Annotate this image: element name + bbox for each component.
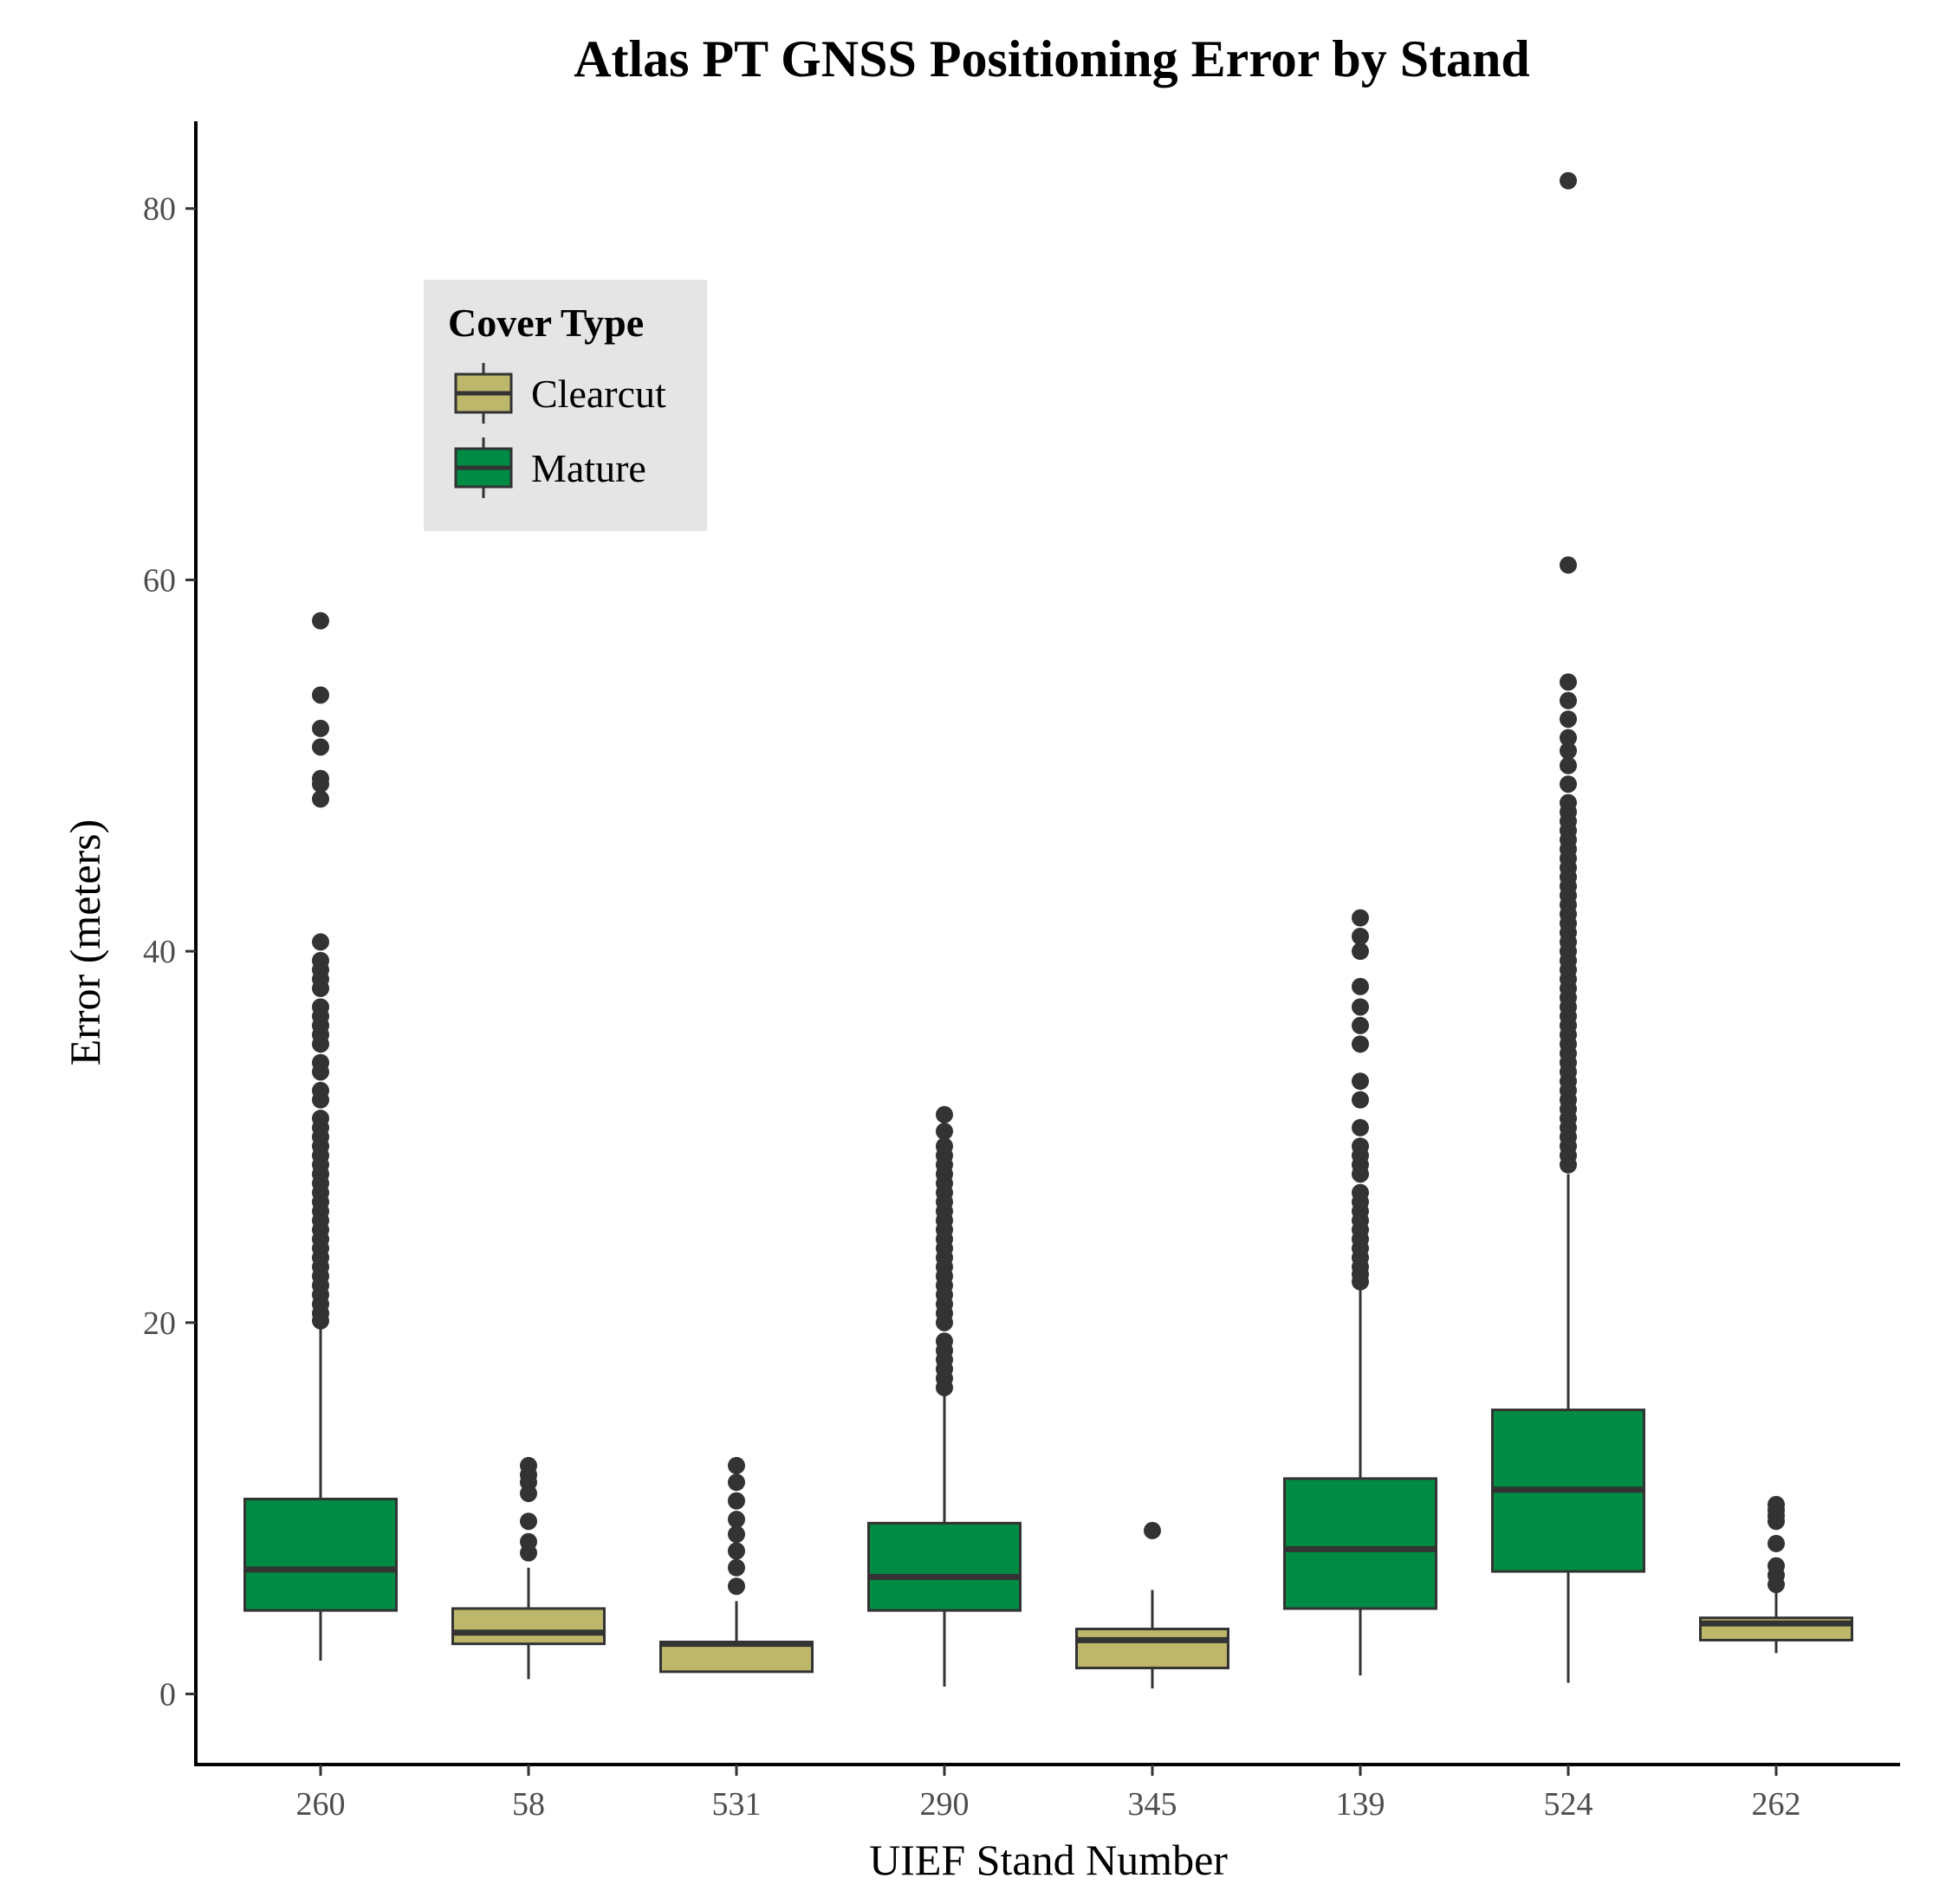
y-tick-label: 40 — [143, 934, 176, 970]
x-tick-label: 524 — [1544, 1786, 1593, 1823]
outlier-point — [936, 1105, 953, 1124]
outlier-point — [1560, 775, 1577, 793]
outlier-point — [312, 933, 329, 951]
outlier-point — [1768, 1534, 1785, 1552]
outlier-point — [520, 1456, 537, 1474]
outlier-point — [312, 998, 329, 1016]
outlier-point — [1352, 998, 1369, 1016]
outlier-point — [1560, 710, 1577, 729]
outlier-point — [1560, 172, 1577, 190]
box-iqr — [451, 1607, 606, 1646]
box-group-524 — [1491, 172, 1645, 1683]
outlier-point — [1352, 1118, 1369, 1137]
outlier-point — [1352, 927, 1369, 945]
outlier-point — [936, 1123, 953, 1141]
box-iqr — [1075, 1628, 1229, 1670]
outlier-point — [312, 1053, 329, 1072]
x-tick-label: 262 — [1752, 1786, 1801, 1823]
y-axis-label: Error (meters) — [61, 819, 109, 1066]
legend-entry-label: Mature — [531, 446, 646, 490]
outlier-point — [520, 1532, 537, 1551]
outlier-point — [728, 1492, 745, 1510]
box-group-260 — [243, 612, 398, 1661]
outlier-point — [520, 1512, 537, 1531]
outlier-point — [1352, 1091, 1369, 1109]
outlier-point — [728, 1525, 745, 1544]
outlier-point — [1560, 691, 1577, 709]
outlier-point — [728, 1511, 745, 1529]
y-axis-ticks: 0 20 40 60 80 — [143, 191, 196, 1713]
y-tick-label: 80 — [143, 191, 176, 228]
outlier-point — [1352, 977, 1369, 995]
outlier-point — [728, 1542, 745, 1560]
outlier-point — [312, 612, 329, 630]
legend-title: Cover Type — [448, 301, 644, 345]
outlier-point — [1560, 742, 1577, 760]
outlier-point — [312, 769, 329, 787]
chart-title: Atlas PT GNSS Positioning Error by Stand — [574, 30, 1530, 87]
outlier-point — [1352, 1016, 1369, 1034]
outlier-point — [1352, 1183, 1369, 1201]
y-tick-label: 60 — [143, 562, 176, 599]
outlier-point — [728, 1473, 745, 1492]
outlier-point — [312, 719, 329, 737]
x-tick-label: 139 — [1336, 1786, 1385, 1823]
legend-entry-mature: Mature — [454, 437, 646, 498]
outlier-point — [312, 738, 329, 756]
y-tick-label: 20 — [143, 1305, 176, 1342]
outlier-point — [312, 790, 329, 808]
box-group-58 — [451, 1456, 606, 1680]
outlier-point — [1352, 942, 1369, 961]
box-group-290 — [867, 1105, 1022, 1687]
x-axis-label: UIEF Stand Number — [869, 1836, 1228, 1884]
x-tick-label: 531 — [712, 1786, 762, 1823]
plot-area — [243, 172, 1853, 1689]
outlier-point — [312, 1081, 329, 1099]
box-group-531 — [659, 1456, 814, 1674]
outlier-point — [936, 1332, 953, 1350]
outlier-point — [936, 1137, 953, 1156]
legend-entries: Clearcut Mature — [454, 363, 666, 498]
outlier-point — [1560, 729, 1577, 747]
outlier-point — [1560, 556, 1577, 574]
box-group-345 — [1075, 1521, 1229, 1689]
legend: Cover Type Clearcut Mature — [424, 280, 707, 531]
x-axis-ticks: 260 58 531 290 345 139 524 262 — [296, 1765, 1801, 1823]
outlier-point — [1560, 673, 1577, 691]
outlier-point — [1352, 1072, 1369, 1091]
outlier-point — [1352, 909, 1369, 927]
legend-entry-label: Clearcut — [531, 372, 666, 416]
outlier-point — [1768, 1557, 1785, 1575]
outlier-point — [728, 1456, 745, 1474]
outlier-point — [1768, 1495, 1785, 1513]
y-tick-label: 0 — [159, 1677, 176, 1713]
outlier-point — [728, 1558, 745, 1577]
outlier-point — [728, 1577, 745, 1596]
outlier-point — [1560, 756, 1577, 774]
x-tick-label: 345 — [1128, 1786, 1177, 1823]
outlier-point — [1144, 1521, 1161, 1539]
outlier-point — [1352, 1035, 1369, 1053]
x-tick-label: 290 — [920, 1786, 970, 1823]
outlier-point — [312, 686, 329, 704]
outlier-point — [312, 1110, 329, 1128]
box-group-139 — [1283, 909, 1437, 1676]
outlier-point — [1560, 793, 1577, 812]
x-tick-label: 58 — [512, 1786, 545, 1823]
x-tick-label: 260 — [296, 1786, 346, 1823]
box-iqr — [867, 1521, 1022, 1612]
outlier-point — [1352, 1137, 1369, 1156]
legend-entry-clearcut: Clearcut — [454, 363, 666, 424]
outlier-point — [312, 951, 329, 969]
box-iqr — [243, 1497, 398, 1612]
box-group-262 — [1699, 1495, 1853, 1654]
box-iqr — [1283, 1477, 1437, 1610]
